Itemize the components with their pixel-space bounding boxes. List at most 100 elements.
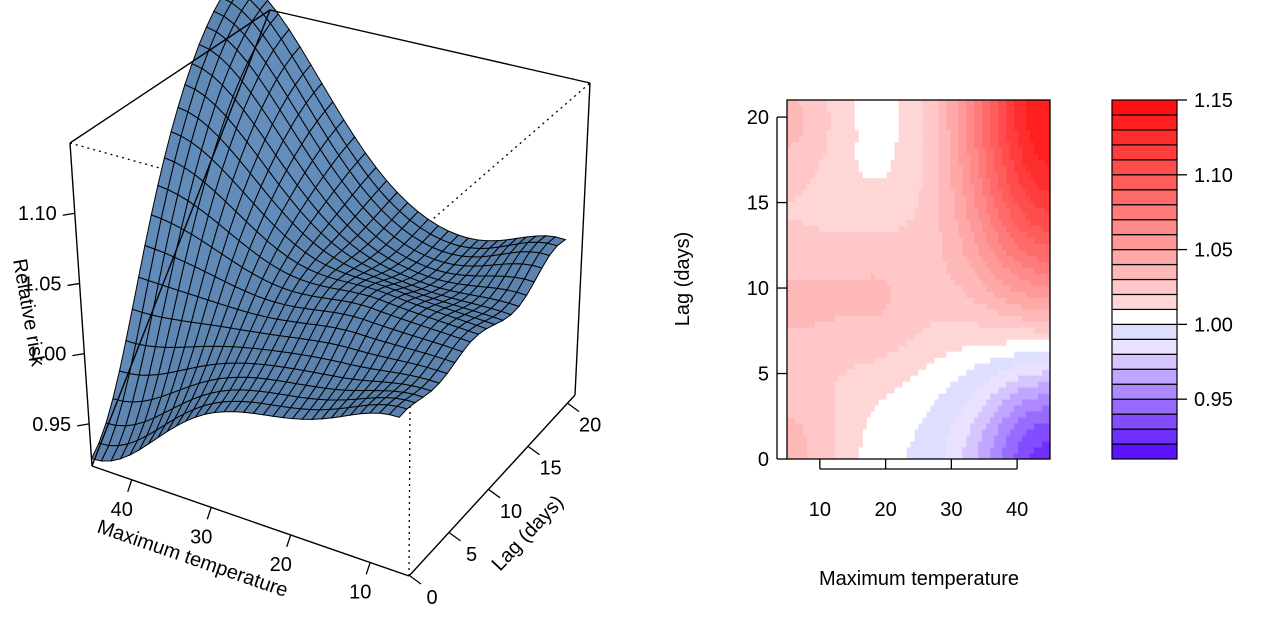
contour-cell <box>986 177 991 185</box>
contour-cell <box>990 171 995 179</box>
contour-cell <box>806 279 812 286</box>
contour-cell <box>998 123 1003 131</box>
contour-cell <box>810 183 816 191</box>
contour-cell <box>834 219 840 227</box>
contour-cell <box>938 177 943 185</box>
contour-cell <box>854 219 860 227</box>
contour-cell <box>974 411 979 418</box>
contour-cell <box>826 147 832 155</box>
contour-cell <box>1026 309 1031 316</box>
contour-cell <box>886 183 891 191</box>
contour-cell <box>974 243 979 250</box>
contour-cell <box>974 201 979 209</box>
contour-cell <box>810 123 816 131</box>
contour-cell <box>962 321 967 328</box>
contour-cell <box>934 165 939 173</box>
contour-cell <box>962 291 967 298</box>
contour-cell <box>802 381 808 388</box>
contour-cell <box>910 123 915 131</box>
contour-cell <box>946 345 951 352</box>
contour-cell <box>1010 177 1015 185</box>
contour-cell <box>926 177 931 185</box>
contour-cell <box>1006 100 1011 107</box>
contour-cell <box>974 249 979 256</box>
contour-cell <box>790 213 796 221</box>
contour-cell <box>858 171 864 179</box>
contour-cell <box>854 243 860 250</box>
contour-cell <box>982 447 987 454</box>
contour-cell <box>926 393 931 400</box>
contour-cell <box>906 159 911 167</box>
contour-cell <box>1010 111 1015 119</box>
contour-cell <box>890 387 895 394</box>
contour-cell <box>926 375 931 382</box>
contour-cell <box>1026 141 1031 149</box>
contour-cell <box>858 117 864 125</box>
contour-cell <box>1030 345 1035 352</box>
contour-cell <box>1034 279 1039 286</box>
contour-cell <box>982 267 987 274</box>
contour-cell <box>806 189 812 197</box>
contour-cell <box>1034 129 1039 137</box>
contour-cell <box>830 345 836 352</box>
contour-cell <box>1018 363 1023 370</box>
contour-cell <box>862 357 868 364</box>
contour-cell <box>830 435 836 442</box>
contour-cell <box>938 357 943 364</box>
contour-cell <box>938 399 943 406</box>
contour-cell <box>942 159 947 167</box>
contour-cell <box>922 381 927 388</box>
contour-cell <box>990 189 995 197</box>
contour-cell <box>914 219 919 227</box>
contour-cell <box>818 303 824 310</box>
contour-cell <box>1030 405 1035 412</box>
contour-cell <box>1002 411 1007 418</box>
contour-cell <box>826 387 832 394</box>
contour-cell <box>998 321 1003 328</box>
contour-cell <box>942 123 947 131</box>
contour-cell <box>918 219 923 227</box>
contour-cell <box>787 363 792 370</box>
contour-cell <box>890 351 895 358</box>
contour-cell <box>798 237 804 244</box>
contour-cell <box>854 100 860 107</box>
contour-cell <box>882 195 888 203</box>
x-tick <box>127 479 133 492</box>
contour-cell <box>926 189 931 197</box>
contour-cell <box>802 333 808 340</box>
contour-cell <box>942 165 947 173</box>
contour-cell <box>858 100 864 107</box>
contour-cell <box>818 363 824 370</box>
contour-cell <box>922 123 927 131</box>
contour-cell <box>862 369 868 376</box>
contour-cell <box>826 339 832 346</box>
contour-cell <box>878 243 884 250</box>
contour-cell <box>982 243 987 250</box>
contour-cell <box>870 297 876 304</box>
contour-cell <box>806 100 812 107</box>
contour-cell <box>862 279 868 286</box>
contour-cell <box>814 111 820 119</box>
contour-cell <box>1002 441 1007 448</box>
contour-cell <box>866 405 872 412</box>
contour-cell <box>942 447 947 454</box>
contour-cell <box>990 447 995 454</box>
contour-cell <box>1006 267 1011 274</box>
contour-cell <box>1042 393 1047 400</box>
contour-cell <box>787 213 792 221</box>
contour-cell <box>942 405 947 412</box>
contour-cell <box>970 123 975 131</box>
contour-cell <box>994 147 999 155</box>
contour-cell <box>986 441 991 448</box>
contour-cell <box>1030 177 1035 185</box>
contour-cell <box>994 441 999 448</box>
contour-cell <box>950 213 955 221</box>
contour-cell <box>810 261 816 268</box>
contour-cell <box>998 207 1003 215</box>
contour-cell <box>790 291 796 298</box>
contour-cell <box>970 369 975 376</box>
contour-cell <box>806 321 812 328</box>
contour-cell <box>834 147 840 155</box>
contour-cell <box>946 429 951 436</box>
contour-cell <box>966 393 971 400</box>
